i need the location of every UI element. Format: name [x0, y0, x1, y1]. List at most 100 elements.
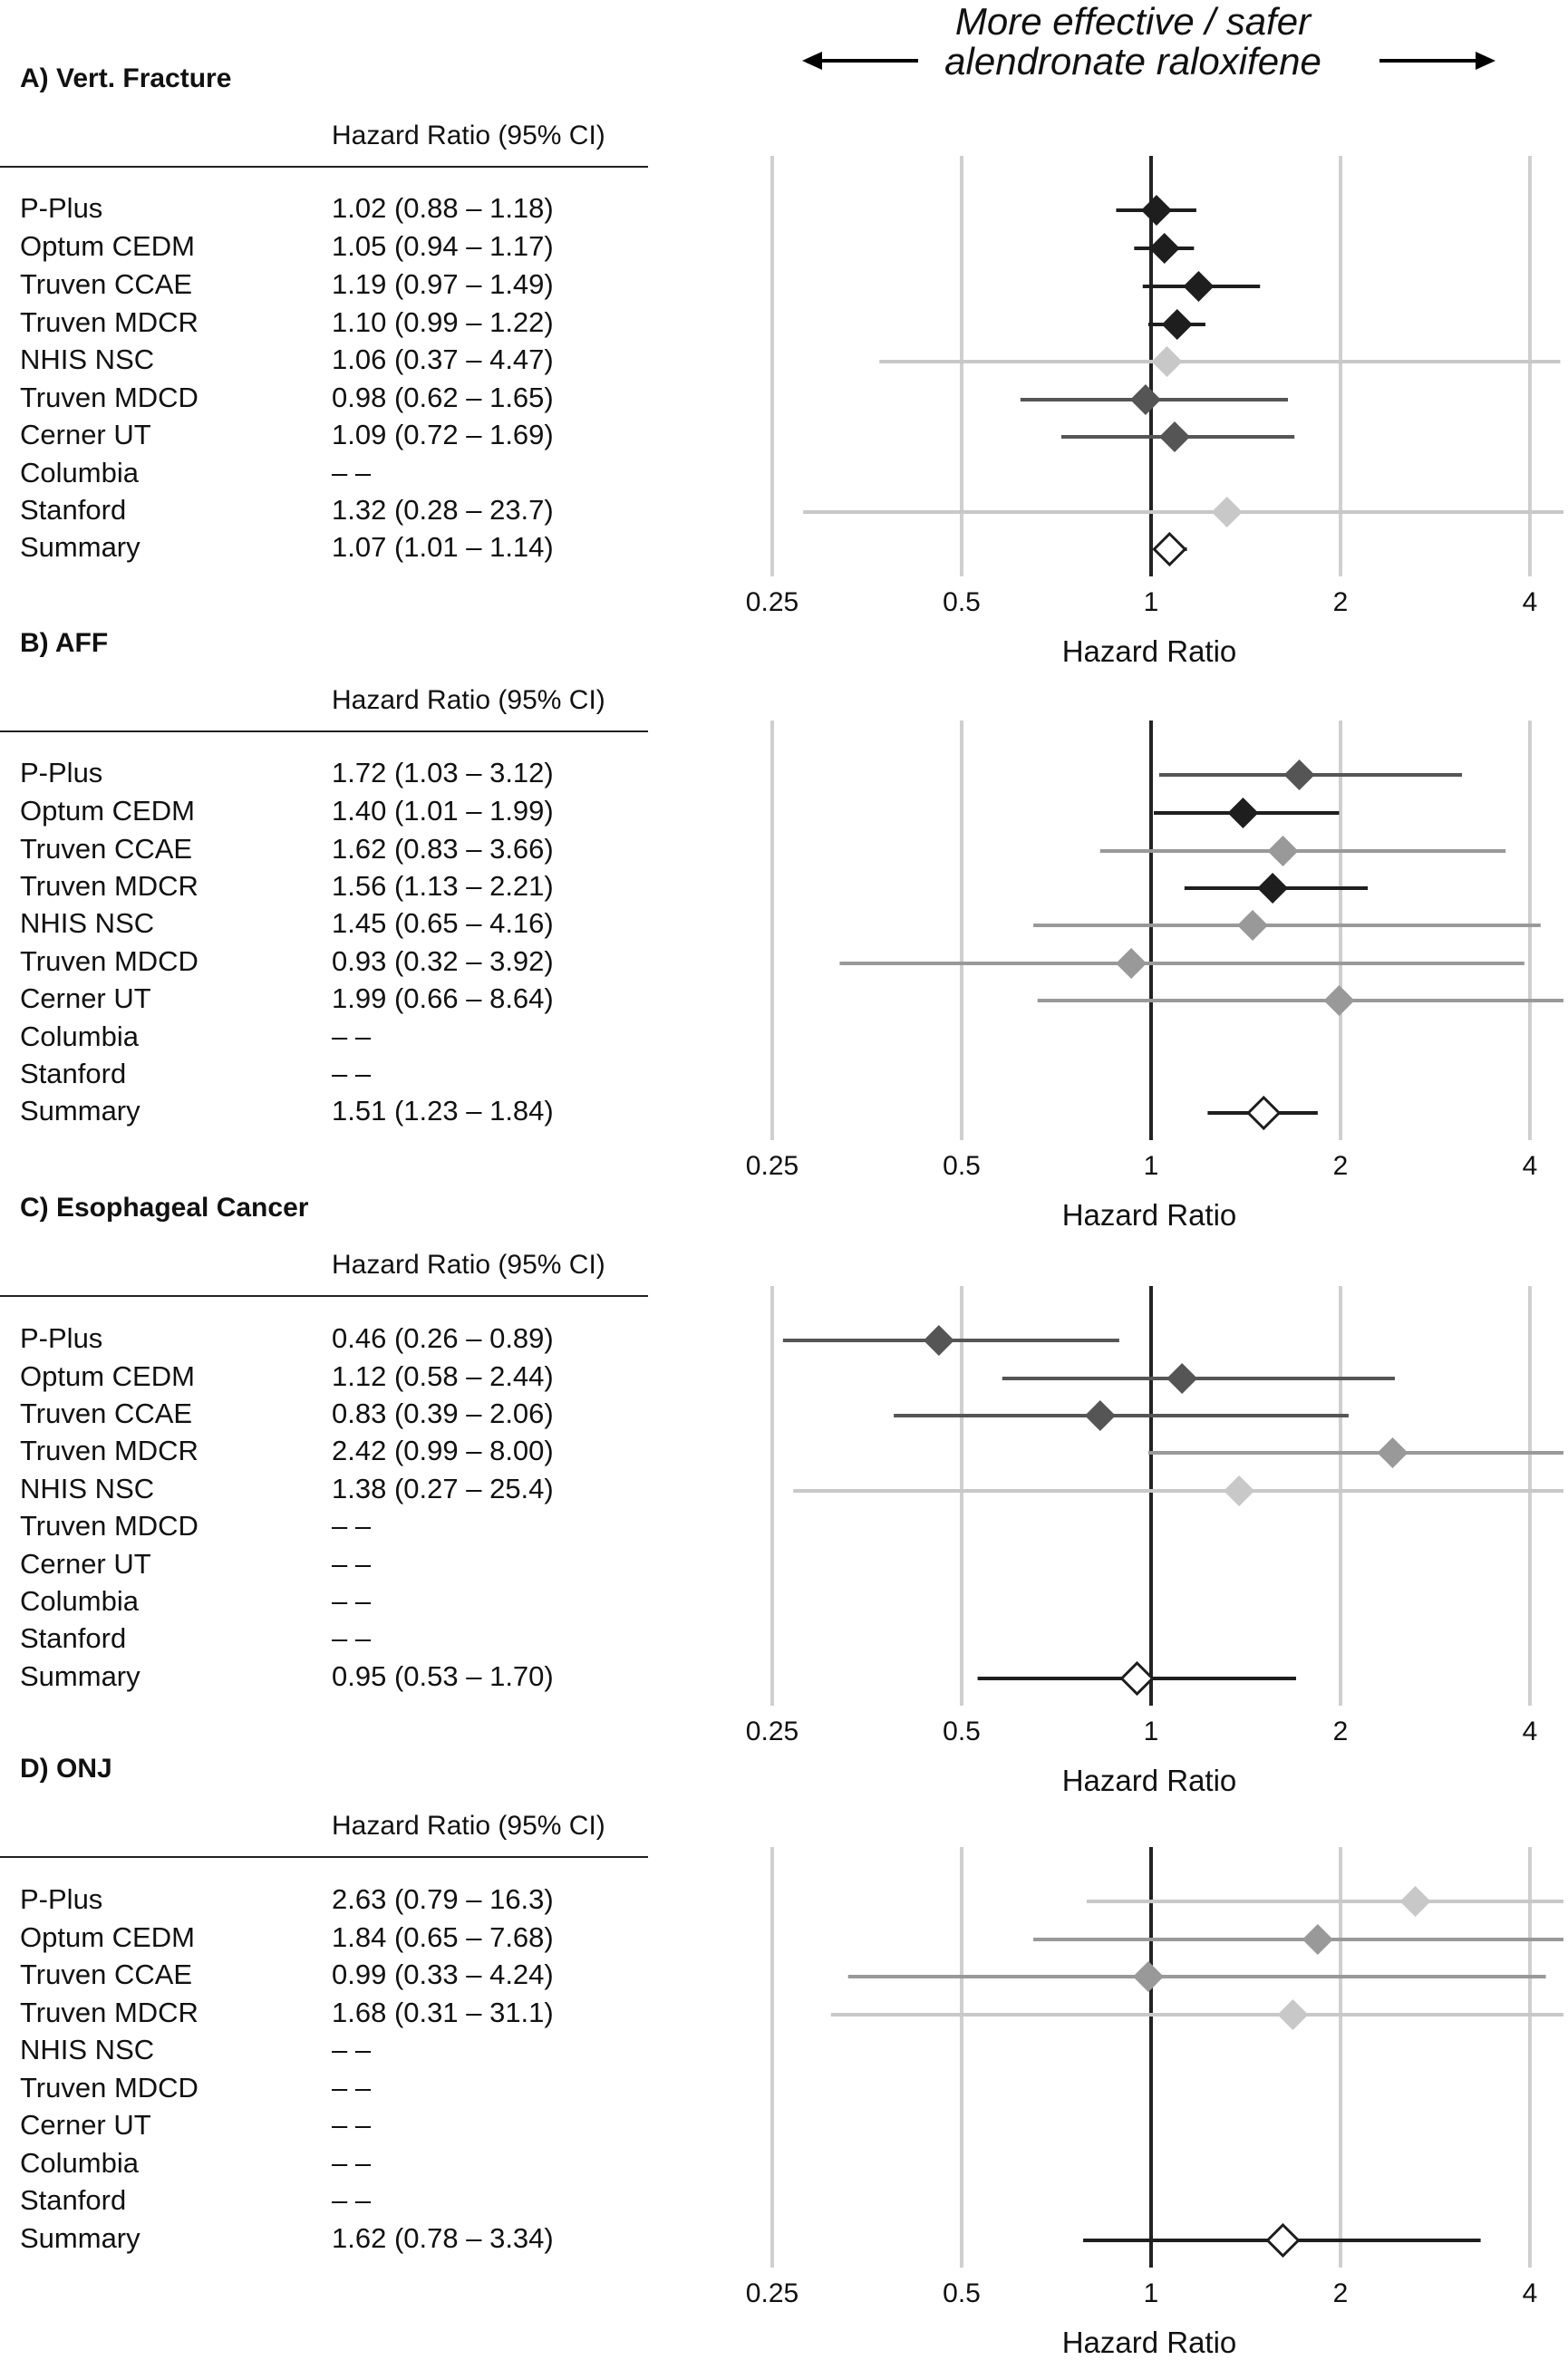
study-name: Truven MDCR — [20, 1435, 198, 1466]
hazard-ratio-value: 1.62 (0.83 – 3.66) — [332, 833, 554, 865]
study-name: Truven MDCR — [20, 870, 198, 902]
hazard-ratio-value: 0.46 (0.26 – 0.89) — [332, 1322, 554, 1354]
study-name: Stanford — [20, 2184, 127, 2216]
study-name: Truven CCAE — [20, 1959, 193, 1990]
tick-label: 0.25 — [745, 587, 799, 617]
point-estimate-diamond — [1211, 497, 1243, 527]
study-name: Truven MDCD — [20, 2072, 198, 2104]
point-estimate-diamond — [1224, 1475, 1255, 1506]
hazard-ratio-value: – – — [332, 2034, 372, 2065]
point-estimate-diamond — [1148, 233, 1180, 264]
x-axis-label: Hazard Ratio — [1061, 1764, 1237, 1797]
tick-label: 2 — [1332, 1717, 1349, 1746]
hr-column-header: Hazard Ratio (95% CI) — [332, 121, 605, 150]
study-name: Truven CCAE — [20, 268, 193, 300]
study-name: Optum CEDM — [20, 795, 195, 827]
header-divider — [0, 1856, 648, 1858]
tick-label: 0.5 — [943, 1151, 981, 1181]
hazard-ratio-value: 1.68 (0.31 – 31.1) — [332, 1997, 554, 2028]
hazard-ratio-value: 2.42 (0.99 – 8.00) — [332, 1435, 554, 1466]
point-estimate-diamond — [1302, 1924, 1333, 1955]
x-axis-label: Hazard Ratio — [1061, 2326, 1237, 2359]
hazard-ratio-value: 0.98 (0.62 – 1.65) — [332, 382, 554, 413]
study-name: Cerner UT — [20, 1548, 151, 1580]
hazard-ratio-value: – – — [332, 2184, 372, 2216]
tick-label: 4 — [1522, 1151, 1538, 1181]
point-estimate-diamond — [1129, 384, 1161, 415]
hr-column-header: Hazard Ratio (95% CI) — [332, 1811, 605, 1841]
study-name: Stanford — [20, 1622, 127, 1654]
point-estimate-diamond — [923, 1325, 954, 1356]
hazard-ratio-value: 0.95 (0.53 – 1.70) — [332, 1660, 554, 1692]
hazard-ratio-value: 1.40 (1.01 – 1.99) — [332, 795, 554, 827]
tick-label: 2 — [1332, 2278, 1349, 2308]
hazard-ratio-value: 1.05 (0.94 – 1.17) — [332, 230, 554, 262]
study-name: NHIS NSC — [20, 2034, 155, 2065]
study-name: Columbia — [20, 1020, 139, 1052]
study-name: Summary — [20, 1095, 140, 1127]
hr-column-header: Hazard Ratio (95% CI) — [332, 1250, 605, 1280]
summary-diamond — [1152, 531, 1187, 567]
summary-diamond — [1265, 2222, 1301, 2258]
study-name: Optum CEDM — [20, 1360, 195, 1392]
study-name: P-Plus — [20, 1322, 103, 1354]
hazard-ratio-value: 1.19 (0.97 – 1.49) — [332, 268, 554, 300]
hazard-ratio-value: 1.09 (0.72 – 1.69) — [332, 419, 554, 450]
point-estimate-diamond — [1116, 948, 1147, 979]
study-name: Optum CEDM — [20, 1921, 195, 1953]
point-estimate-diamond — [1140, 195, 1172, 226]
study-name: Stanford — [20, 1058, 127, 1089]
hazard-ratio-value: 1.38 (0.27 – 25.4) — [332, 1473, 554, 1504]
point-estimate-diamond — [1277, 1999, 1309, 2030]
hazard-ratio-value: 0.99 (0.33 – 4.24) — [332, 1959, 554, 1990]
tick-label: 4 — [1522, 1717, 1538, 1746]
study-name: Truven CCAE — [20, 1398, 193, 1429]
study-name: Cerner UT — [20, 419, 151, 450]
study-name: Truven MDCR — [20, 1997, 198, 2028]
study-name: Summary — [20, 2222, 140, 2254]
left-arrow-icon — [802, 52, 918, 70]
study-name: NHIS NSC — [20, 1473, 155, 1504]
hazard-ratio-value: – – — [332, 1585, 372, 1617]
point-estimate-diamond — [1237, 910, 1269, 941]
study-name: Truven MDCR — [20, 306, 198, 338]
hazard-ratio-value: – – — [332, 1510, 372, 1542]
hazard-ratio-value: 1.84 (0.65 – 7.68) — [332, 1921, 554, 1953]
point-estimate-diamond — [1084, 1400, 1116, 1431]
header-divider — [0, 166, 648, 168]
tick-label: 0.5 — [943, 1717, 981, 1746]
tick-label: 2 — [1332, 587, 1349, 617]
point-estimate-diamond — [1377, 1437, 1408, 1468]
hazard-ratio-value: 1.72 (1.03 – 3.12) — [332, 757, 554, 788]
point-estimate-diamond — [1227, 798, 1259, 828]
study-name: Columbia — [20, 1585, 139, 1617]
direction-header: More effective / safer alendronate ralox… — [779, 2, 1486, 82]
study-name: Columbia — [20, 2147, 139, 2179]
study-name: P-Plus — [20, 757, 103, 788]
point-estimate-diamond — [1257, 873, 1289, 904]
study-name: P-Plus — [20, 1883, 103, 1915]
point-estimate-diamond — [1161, 309, 1193, 340]
hazard-ratio-value: 1.51 (1.23 – 1.84) — [332, 1095, 554, 1127]
tick-label: 4 — [1522, 587, 1538, 617]
hazard-ratio-value: 1.99 (0.66 – 8.64) — [332, 982, 554, 1014]
tick-label: 1 — [1143, 1151, 1159, 1181]
hazard-ratio-value: – – — [332, 2072, 372, 2104]
tick-label: 0.25 — [745, 1151, 799, 1181]
study-name: Summary — [20, 1660, 140, 1692]
header-line-2: alendronate raloxifene — [944, 40, 1321, 82]
hazard-ratio-value: – – — [332, 1020, 372, 1052]
study-name: Summary — [20, 531, 140, 563]
tick-label: 1 — [1143, 1717, 1159, 1746]
header-line-1: More effective / safer — [954, 0, 1312, 43]
study-name: P-Plus — [20, 192, 103, 224]
panel-title: D) ONJ — [20, 1754, 112, 1784]
tick-label: 0.25 — [745, 2278, 799, 2308]
hazard-ratio-value: 1.02 (0.88 – 1.18) — [332, 192, 554, 224]
panel-title: C) Esophageal Cancer — [20, 1193, 309, 1223]
header-divider — [0, 1295, 648, 1297]
x-axis-label: Hazard Ratio — [1061, 634, 1237, 668]
hazard-ratio-value: 1.45 (0.65 – 4.16) — [332, 907, 554, 939]
hazard-ratio-value: – – — [332, 457, 372, 488]
